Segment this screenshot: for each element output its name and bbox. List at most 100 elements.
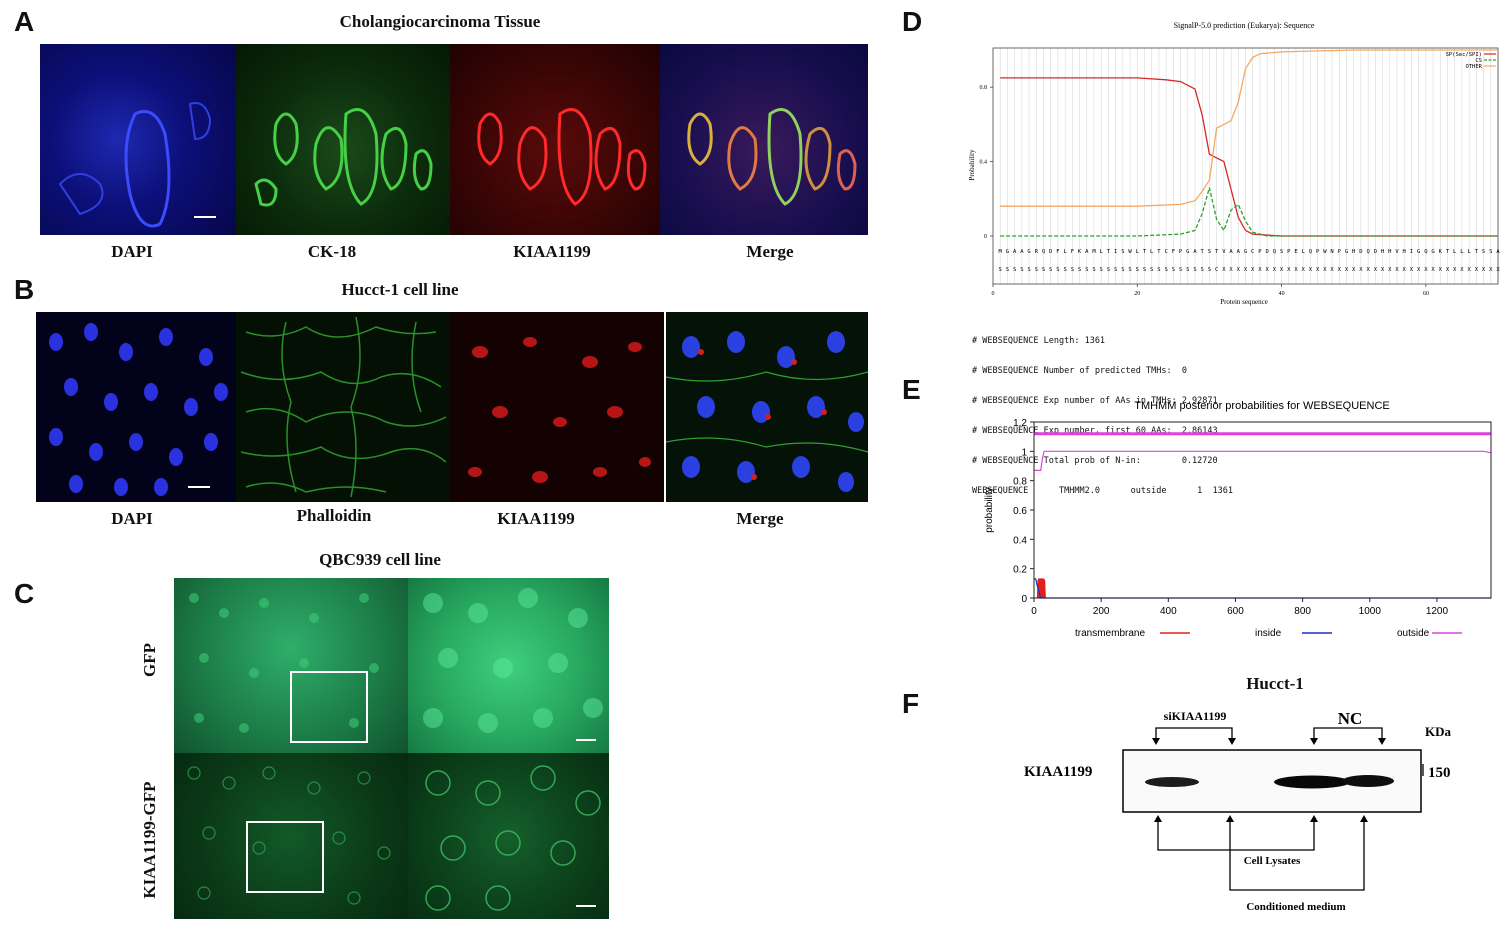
mw-label: 150: [1428, 765, 1451, 781]
tmhmm-series-inside: [1034, 578, 1491, 599]
signalp-pred-letter: S: [1114, 267, 1117, 273]
signalp-pred-letter: S: [1013, 267, 1016, 273]
panel-c-kiaa1199-gfp-overview-image: [174, 753, 408, 919]
signalp-aa-letter: Q: [1424, 249, 1427, 255]
signalp-pred-letter: X: [1222, 267, 1226, 273]
tmhmm-y-tick-label: 1.2: [1013, 418, 1027, 429]
tmhmm-x-tick-label: 800: [1294, 606, 1311, 617]
signalp-legend-entry: SP(Sec/SPI): [1446, 52, 1482, 58]
signalp-pred-letter: X: [1417, 267, 1421, 273]
signalp-aa-letter: L: [1150, 249, 1154, 255]
dapi-tissue-pattern: [58, 102, 212, 228]
signalp-pred-letter: S: [1006, 267, 1009, 273]
tmhmm-legend-entry: outside: [1397, 628, 1430, 639]
signalp-pred-letter: S: [1193, 267, 1196, 273]
signalp-pred-letter: X: [1258, 267, 1262, 273]
signalp-series-sp-sec-spi-: [1000, 77, 1498, 237]
tmhmm-x-tick-label: 600: [1227, 606, 1244, 617]
signalp-plot-frame: [992, 47, 1499, 285]
tmhmm-y-tick-label: 0: [1021, 594, 1027, 605]
unit-label: KDa: [1425, 724, 1452, 739]
signalp-pred-letter: X: [1366, 267, 1370, 273]
signalp-aa-letter: S: [1121, 249, 1124, 255]
signalp-pred-letter: S: [1143, 267, 1146, 273]
signalp-pred-letter: S: [1208, 267, 1211, 273]
panel-c-title: QBC939 cell line: [319, 550, 441, 569]
signalp-x-tick-label: 40: [1279, 291, 1285, 297]
signalp-pred-letter: S: [1020, 267, 1023, 273]
signalp-pred-letter: X: [1467, 267, 1471, 273]
signalp-pred-letter: X: [1323, 267, 1327, 273]
signalp-aa-letter: V: [1222, 249, 1226, 255]
signalp-aa-letter: A: [1229, 249, 1233, 255]
signalp-aa-letter: M: [999, 249, 1003, 255]
signalp-aa-letter: G: [1345, 249, 1348, 255]
tmhmm-legend-entry: inside: [1255, 628, 1282, 639]
signalp-y-axis-label: Probability: [968, 149, 976, 181]
group-label-si: siKIAA1199: [1164, 709, 1227, 723]
signalp-aa-letter: T: [1215, 249, 1219, 255]
signalp-aa-letter: V: [1395, 249, 1399, 255]
signalp-pred-letter: S: [1201, 267, 1204, 273]
signalp-aa-letter: G: [1417, 249, 1420, 255]
signalp-aa-letter: P: [1287, 249, 1291, 255]
signalp-pred-letter: X: [1453, 267, 1457, 273]
panel-a-merge-image: [660, 44, 868, 235]
signalp-pred-letter: X: [1446, 267, 1450, 273]
signalp-aa-letter: D: [1374, 249, 1377, 255]
signalp-pred-letter: S: [1179, 267, 1182, 273]
signalp-aa-letter: S: [1280, 249, 1283, 255]
zoom-region-box: [246, 821, 324, 893]
tmhmm-y-tick-label: 0.2: [1013, 565, 1027, 576]
panel-b-label-phalloidin: Phalloidin: [296, 506, 372, 525]
blot-bands: [1145, 775, 1394, 789]
signalp-aa-letter: D: [1265, 249, 1268, 255]
panel-f-title: Hucct-1: [1246, 674, 1304, 693]
scale-bar: [194, 216, 216, 218]
signalp-pred-letter: X: [1338, 267, 1342, 273]
panel-c-row-label-kiaa1199-gfp: KIAA1199-GFP: [140, 781, 159, 899]
signalp-aa-letter: A: [1013, 249, 1017, 255]
tmhmm-x-tick-label: 0: [1031, 606, 1037, 617]
signalp-pred-letter: S: [1128, 267, 1131, 273]
signalp-pred-letter: X: [1265, 267, 1269, 273]
signalp-aa-letter: T: [1446, 249, 1450, 255]
signalp-pred-letter: S: [1063, 267, 1066, 273]
signalp-aa-letter: A: [1237, 249, 1241, 255]
group-label-nc: NC: [1338, 709, 1363, 728]
ck18-gland-pattern: [254, 108, 433, 207]
signalp-pred-letter: X: [1475, 267, 1479, 273]
signalp-aa-letter: L: [1460, 249, 1464, 255]
signalp-aa-letter: S: [1208, 249, 1211, 255]
signalp-aa-letter: T: [1143, 249, 1147, 255]
signalp-pred-letter: S: [1150, 267, 1153, 273]
signalp-pred-letter: S: [1027, 267, 1030, 273]
signalp-pred-letter: S: [1164, 267, 1167, 273]
panel-b-label-merge: Merge: [736, 509, 784, 528]
signalp-aa-letter: H: [1381, 249, 1384, 255]
signalp-pred-letter: S: [1049, 267, 1052, 273]
panel-a-title: Cholangiocarcinoma Tissue: [339, 12, 541, 31]
signalp-aa-letter: Q: [1273, 249, 1276, 255]
tmhmm-x-tick-label: 1200: [1426, 606, 1449, 617]
signalp-pred-letter: S: [1157, 267, 1160, 273]
signalp-pred-letter: X: [1410, 267, 1414, 273]
kiaa1199-gland-pattern: [477, 108, 647, 206]
signalp-aa-letter: A: [1085, 249, 1089, 255]
signalp-aa-letter: T: [1475, 249, 1479, 255]
tmhmm-line-3: # WEBSEQUENCE Exp number of AAs in TMHs:…: [972, 396, 1218, 406]
tmhmm-y-tick-label: 0.8: [1013, 477, 1027, 488]
signalp-series-cs: [1000, 187, 1498, 237]
western-blot-svg: siKIAA1199 NC KDa KIAA1199 150 Cell Lysa…: [1024, 709, 1452, 913]
tmhmm-chart-title: TMHMM posterior probabilities for WEBSEQ…: [1134, 400, 1390, 412]
signalp-aa-letter: L: [1453, 249, 1457, 255]
tmhmm-legend-entry: transmembrane: [1075, 628, 1145, 639]
signalp-pred-letter: X: [1424, 267, 1428, 273]
signalp-chart: SignalP-5.0 prediction (Eukarya): Sequen…: [960, 0, 1508, 310]
signalp-aa-letter: K: [1078, 249, 1082, 255]
signalp-pred-letter: S: [1078, 267, 1081, 273]
signalp-aa-letter: E: [1294, 249, 1297, 255]
tmhmm-y-tick-label: 1: [1021, 447, 1027, 458]
panel-c-row-label-gfp: GFP: [140, 643, 159, 677]
